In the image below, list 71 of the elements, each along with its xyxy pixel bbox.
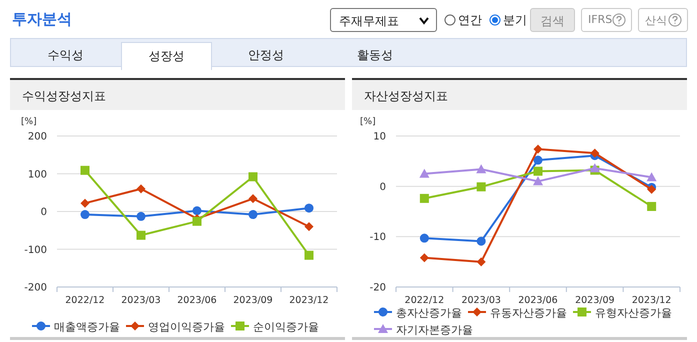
y-tick-label: 200 (28, 132, 47, 142)
point (534, 166, 542, 176)
point (420, 234, 429, 243)
x-tick-label: 2023/06 (518, 295, 558, 306)
legend-label: 총자산증가율 (396, 306, 462, 320)
legend-label: 매출액증가율 (54, 320, 120, 334)
point (80, 210, 90, 220)
point (304, 222, 314, 232)
point (646, 172, 657, 182)
legend-label: 자기자본증가율 (396, 324, 473, 336)
y-tick-label: 100 (28, 169, 47, 180)
y-tick-label: 0 (40, 207, 47, 218)
legend-label: 영업이익증가율 (148, 320, 225, 334)
x-tick-label: 2023/09 (233, 295, 273, 306)
point (248, 210, 258, 220)
x-tick-label: 2023/06 (177, 295, 217, 306)
text: 성장성 (121, 42, 212, 70)
y-axis-title: [%] (360, 117, 376, 127)
y-tick-label: -100 (24, 244, 47, 256)
point (534, 156, 542, 165)
point (419, 168, 430, 178)
point (304, 204, 314, 213)
point (476, 164, 486, 174)
y-tick-label: -10 (370, 232, 386, 244)
point (136, 230, 146, 240)
point (192, 216, 202, 226)
point (476, 257, 486, 266)
text: 투자분석 (12, 10, 72, 29)
legend-label: 유동자산증가율 (490, 306, 567, 320)
point (420, 253, 429, 262)
x-tick-label: 2022/12 (65, 295, 105, 306)
point (590, 163, 600, 172)
chart-title: 자산성장성지표 (352, 80, 687, 110)
point (136, 184, 146, 194)
legend-label: 순이익증가율 (253, 320, 319, 334)
point (136, 212, 146, 221)
x-tick-label: 2023/03 (461, 295, 501, 306)
text: 분기 (502, 12, 527, 28)
chart-title: 수익성장성지표 (10, 80, 345, 110)
point (533, 176, 543, 186)
text: 활동성 (356, 47, 394, 64)
y-tick-label: 0 (380, 182, 386, 193)
point (420, 194, 429, 203)
x-tick-label: 2023/03 (121, 295, 161, 306)
x-tick-label: 2022/12 (404, 295, 444, 306)
y-tick-label: -200 (24, 282, 47, 294)
text: 안정성 (247, 47, 285, 64)
y-tick-label: -20 (370, 282, 386, 294)
point (647, 202, 656, 211)
x-tick-label: 2023/12 (632, 295, 672, 306)
x-tick-label: 2023/12 (289, 295, 329, 306)
text: 수익성 (46, 47, 84, 64)
legend-label: 유형자산증가율 (595, 306, 672, 320)
text: 연간 (457, 12, 482, 28)
point (80, 198, 90, 208)
point (476, 236, 486, 246)
point (192, 206, 202, 216)
y-axis-title: [%] (21, 117, 37, 127)
text: 주재무제표 (330, 8, 437, 32)
text: 검색 (530, 8, 575, 32)
point (590, 148, 600, 158)
point (534, 144, 542, 154)
point (248, 194, 258, 204)
text: IFRS (581, 8, 632, 32)
point (80, 166, 90, 175)
point (476, 182, 486, 192)
x-tick-label: 2023/09 (575, 295, 615, 306)
text: 산식 (638, 8, 688, 32)
point (304, 250, 314, 260)
y-tick-label: 10 (373, 132, 386, 142)
point (248, 172, 258, 182)
